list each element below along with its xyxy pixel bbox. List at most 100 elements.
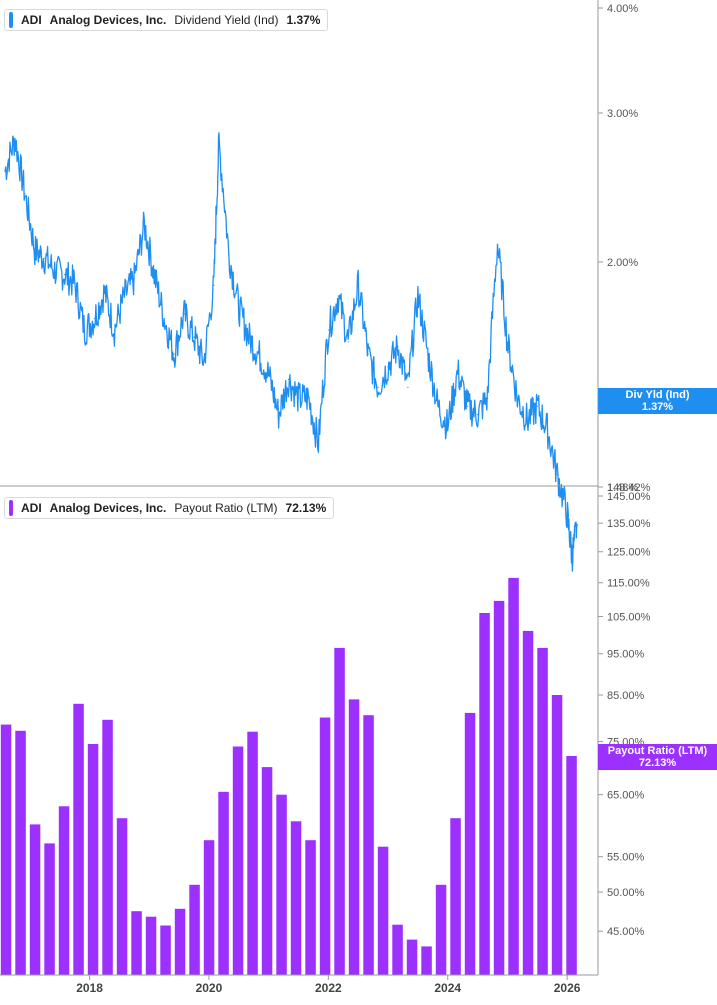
end-tag-label: Div Yld (Ind) — [625, 389, 690, 401]
dividend-yield-point — [457, 371, 459, 373]
dividend-yield-point — [546, 428, 548, 430]
dividend-yield-point — [258, 353, 260, 355]
legend-metric: Dividend Yield (Ind) — [174, 13, 279, 27]
dividend-yield-point — [317, 442, 319, 445]
dividend-yield-point — [268, 373, 270, 375]
x-tick-label: 2026 — [554, 981, 581, 995]
payout-ratio-bar — [522, 630, 534, 975]
dividend-yield-point — [327, 329, 329, 331]
dividend-yield-point — [347, 341, 349, 343]
x-tick-label: 2022 — [315, 981, 342, 995]
payout-ratio-bar — [102, 719, 113, 975]
dividend-yield-point — [417, 295, 419, 297]
dividend-yield-point — [54, 269, 56, 272]
dividend-yield-point — [387, 366, 389, 368]
dividend-yield-point — [14, 138, 16, 140]
payout-ratio-bar — [131, 911, 142, 975]
payout-ratio-bar — [160, 925, 171, 975]
dividend-yield-point — [74, 282, 76, 284]
payout-ratio-bar — [363, 715, 374, 975]
legend-swatch-blue — [9, 12, 13, 28]
y-tick-label: 3.00% — [607, 108, 638, 120]
dividend-yield-line — [4, 132, 578, 572]
payout-ratio-bar — [551, 695, 563, 975]
dividend-yield-point — [24, 193, 26, 195]
dividend-yield-point — [437, 405, 439, 407]
x-tick-label: 2020 — [196, 981, 223, 995]
x-tick-label: 2024 — [434, 981, 461, 995]
payout-ratio-bar — [392, 924, 403, 975]
dividend-yield-point — [34, 249, 36, 251]
y-tick-label: 1.48% — [607, 482, 638, 494]
payout-ratio-bar — [479, 613, 490, 975]
dividend-yield-point — [576, 523, 578, 525]
dividend-yield-point — [397, 346, 399, 348]
dividend-yield-point — [277, 413, 280, 416]
dividend-yield-point — [506, 341, 509, 343]
dividend-yield-point — [467, 405, 469, 407]
dividend-yield-point — [248, 336, 250, 338]
dividend-yield-point — [476, 413, 479, 416]
dividend-yield-point — [427, 353, 429, 355]
y-tick-label: 145.00% — [607, 491, 651, 503]
payout-ratio-bar — [44, 843, 55, 975]
payout-ratio-bar — [276, 794, 287, 975]
payout-ratio-bar — [406, 939, 418, 975]
dividend-yield-point — [153, 274, 155, 276]
dividend-yield-panel — [4, 132, 578, 572]
dividend-yield-legend: ADI Analog Devices, Inc. Dividend Yield … — [4, 9, 329, 31]
payout-ratio-bar — [464, 712, 476, 975]
dividend-yield-point — [377, 386, 379, 388]
end-tag-value: 1.37% — [641, 401, 674, 413]
dividend-yield-point — [287, 378, 290, 381]
dividend-yield-point — [133, 278, 135, 280]
legend-value: 72.13% — [285, 501, 327, 515]
payout-ratio-bar — [174, 908, 186, 975]
legend-ticker: ADI — [21, 501, 42, 515]
payout-ratio-bar — [435, 884, 447, 975]
y-tick-label: 105.00% — [607, 612, 651, 624]
payout-ratio-bar — [377, 846, 389, 975]
dividend-yield-point — [486, 397, 489, 399]
payout-ratio-bar — [290, 821, 302, 975]
dividend-yield-point — [218, 142, 220, 144]
payout-ratio-bar — [145, 916, 157, 975]
end-tag-label: Payout Ratio (LTM) — [607, 745, 708, 757]
y-tick-label: 55.00% — [607, 852, 645, 864]
payout-ratio-legend: ADI Analog Devices, Inc. Payout Ratio (L… — [4, 497, 335, 519]
legend-company: Analog Devices, Inc. — [49, 501, 167, 515]
dividend-yield-point — [173, 353, 175, 355]
dividend-yield-point — [238, 306, 240, 308]
x-tick-label: 2018 — [76, 981, 103, 995]
y-tick-label: 85.00% — [607, 690, 645, 702]
payout-ratio-bar — [73, 703, 84, 975]
payout-ratio-bar — [319, 717, 331, 975]
dividend-yield-point — [556, 473, 558, 475]
y-tick-label: 148.42% — [607, 482, 651, 494]
dividend-yield-point — [213, 284, 215, 286]
legend-company: Analog Devices, Inc. — [49, 13, 167, 27]
payout-ratio-bar — [116, 818, 128, 975]
payout-ratio-panel — [0, 577, 577, 975]
y-tick-label: 115.00% — [607, 578, 650, 590]
payout-ratio-end-tag: Payout Ratio (LTM) 72.13% — [598, 744, 717, 770]
dividend-yield-point — [447, 425, 449, 427]
dividend-yield-point — [123, 295, 125, 297]
y-tick-label: 65.00% — [607, 790, 645, 802]
dividend-yield-end-tag: Div Yld (Ind) 1.37% — [598, 388, 717, 414]
dividend-yield-point — [566, 513, 568, 515]
y-tick-label: 2.00% — [607, 257, 638, 269]
dividend-yield-point — [307, 397, 310, 399]
payout-ratio-bar — [305, 840, 316, 975]
y-tick-label: 125.00% — [607, 547, 651, 559]
dividend-yield-point — [536, 405, 538, 407]
y-tick-label: 45.00% — [607, 926, 645, 938]
dividend-yield-point — [64, 274, 66, 276]
dividend-yield-point — [228, 253, 230, 255]
dividend-yield-point — [496, 243, 499, 245]
legend-value: 1.37% — [286, 13, 321, 27]
dividend-yield-point — [193, 336, 195, 338]
payout-ratio-bar — [261, 767, 273, 975]
y-tick-label: 4.00% — [607, 3, 638, 15]
